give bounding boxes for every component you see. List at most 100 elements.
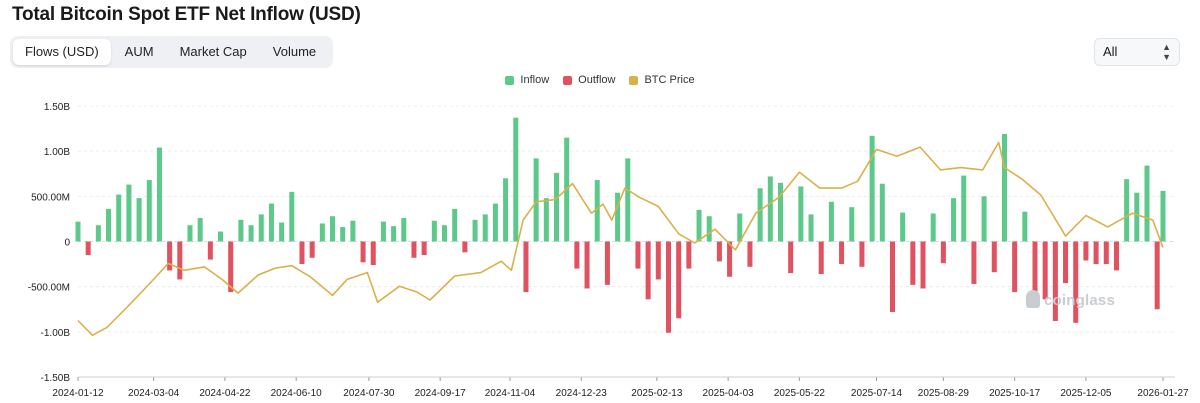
inflow-bar	[696, 209, 702, 242]
inflow-bar	[808, 214, 814, 242]
legend-item-btc-price[interactable]: BTC Price	[629, 74, 695, 86]
tab-aum[interactable]: AUM	[124, 44, 154, 59]
inflow-bar	[156, 147, 162, 242]
inflow-bar	[1144, 165, 1150, 242]
outflow-bar	[665, 241, 671, 333]
inflow-bar	[1124, 179, 1130, 242]
inflow-bar	[1160, 190, 1166, 242]
legend-swatch-btc-price	[629, 75, 639, 85]
inflow-bar	[879, 183, 885, 242]
inflow-bar	[767, 176, 773, 242]
y-tick-label: -1.00B	[41, 328, 71, 339]
inflow-bar	[961, 175, 967, 242]
legend-label-btc-price: BTC Price	[644, 74, 695, 86]
outflow-bar	[299, 241, 305, 265]
legend-swatch-outflow	[563, 75, 573, 85]
coinglass-logo-icon	[1026, 290, 1040, 308]
tab-market-cap[interactable]: Market Cap	[179, 44, 247, 59]
inflow-bar	[625, 158, 631, 242]
x-tick-label: 2026-01-27	[1137, 388, 1189, 399]
inflow-bar	[238, 219, 244, 242]
inflow-bar	[268, 203, 274, 242]
legend-label-outflow: Outflow	[578, 74, 616, 86]
x-tick-label: 2024-01-12	[52, 388, 104, 399]
outflow-bar	[523, 241, 529, 293]
outflow-bar	[747, 241, 753, 267]
outflow-bar	[360, 241, 366, 263]
outflow-bar	[462, 241, 468, 253]
inflow-bar	[401, 218, 407, 242]
outflow-bar	[635, 241, 641, 269]
legend-item-inflow[interactable]: Inflow	[505, 74, 549, 86]
outflow-bar	[645, 241, 651, 300]
outflow-bar	[1063, 241, 1069, 284]
page-title: Total Bitcoin Spot ETF Net Inflow (USD)	[12, 4, 361, 25]
outflow-bar	[1113, 241, 1119, 271]
inflow-bar	[1001, 134, 1007, 242]
inflow-bar	[951, 198, 957, 242]
inflow-bar	[187, 225, 193, 242]
outflow-bar	[309, 241, 315, 258]
outflow-bar	[604, 241, 610, 285]
outflow-bar	[686, 241, 692, 269]
inflow-bar	[482, 214, 488, 242]
inflow-bar	[492, 203, 498, 242]
inflow-bar	[279, 222, 285, 242]
inflow-bar	[869, 135, 875, 242]
inflow-bar	[1134, 192, 1140, 242]
inflow-bar	[777, 182, 783, 242]
x-tick-label: 2025-08-29	[918, 388, 970, 399]
outflow-bar	[411, 241, 417, 258]
x-tick-label: 2025-04-03	[703, 388, 755, 399]
y-tick-label: 0	[64, 238, 70, 249]
inflow-bar	[391, 226, 397, 242]
x-tick-label: 2024-03-04	[128, 388, 180, 399]
outflow-bar	[1032, 241, 1038, 307]
tab-flows[interactable]: Flows (USD)	[13, 39, 111, 65]
y-tick-label: 1.00B	[44, 147, 70, 158]
range-select[interactable]: All ▲ ▼	[1094, 38, 1180, 66]
outflow-bar	[940, 241, 946, 264]
outflow-bar	[1012, 241, 1018, 293]
inflow-bar	[553, 172, 560, 242]
inflow-bar	[543, 198, 549, 242]
outflow-bar	[1103, 241, 1109, 265]
x-tick-label: 2025-10-17	[989, 388, 1041, 399]
outflow-bar	[421, 241, 427, 256]
outflow-bar	[228, 241, 234, 293]
inflow-bar	[218, 231, 224, 242]
x-tick-label: 2024-06-10	[271, 388, 323, 399]
x-tick-label: 2024-12-23	[556, 388, 608, 399]
outflow-bar	[1093, 241, 1099, 265]
outflow-bar	[370, 241, 376, 265]
chevron-up-down-icon: ▲ ▼	[1162, 42, 1171, 62]
inflow-bar	[258, 214, 264, 242]
inflow-bar	[126, 184, 132, 242]
outflow-bar	[788, 241, 794, 274]
inflow-bar	[319, 223, 325, 242]
range-select-value: All	[1103, 44, 1118, 59]
inflow-bar	[116, 194, 122, 242]
legend-item-outflow[interactable]: Outflow	[563, 74, 615, 86]
tab-volume[interactable]: Volume	[272, 44, 317, 59]
inflow-bar	[798, 186, 804, 242]
outflow-bar	[1154, 241, 1160, 310]
inflow-bar	[706, 216, 712, 242]
inflow-bar	[533, 158, 539, 242]
outflow-bar	[574, 241, 580, 269]
inflow-bar	[431, 220, 437, 242]
outflow-bar	[207, 241, 213, 260]
x-tick-label: 2024-07-30	[343, 388, 395, 399]
inflow-bar	[930, 213, 936, 242]
outflow-bar	[716, 241, 722, 262]
chart-legend: Inflow Outflow BTC Price	[0, 74, 1200, 86]
inflow-bar	[380, 221, 386, 242]
x-tick-label: 2025-12-05	[1060, 388, 1112, 399]
inflow-bar	[197, 218, 203, 242]
outflow-bar	[177, 241, 183, 280]
inflow-bar	[289, 191, 295, 242]
inflow-bar	[737, 213, 743, 242]
outflow-bar	[676, 241, 682, 319]
outflow-bar	[839, 241, 845, 265]
